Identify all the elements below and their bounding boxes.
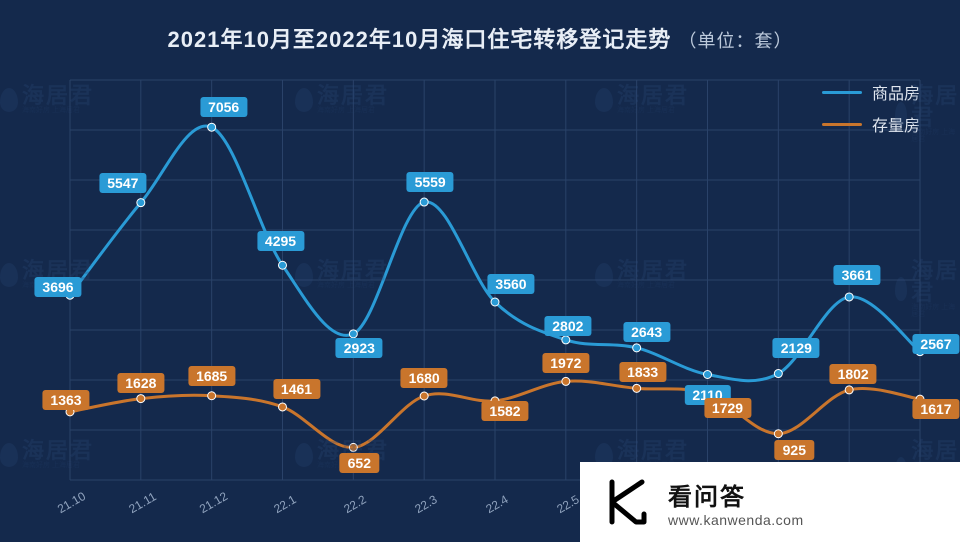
data-point — [633, 344, 641, 352]
data-label: 1628 — [117, 373, 164, 393]
footer-brand: 看问答 — [668, 477, 804, 512]
data-label: 1461 — [273, 379, 320, 399]
data-label: 1363 — [42, 390, 89, 410]
data-label: 652 — [340, 453, 379, 473]
data-point — [137, 395, 145, 403]
legend-swatch-blue — [822, 91, 862, 94]
data-label: 2129 — [773, 338, 820, 358]
data-point — [349, 443, 357, 451]
data-point — [845, 386, 853, 394]
data-point — [279, 261, 287, 269]
data-point — [845, 293, 853, 301]
legend-item: 存量房 — [822, 112, 920, 136]
data-point — [279, 403, 287, 411]
data-point — [208, 123, 216, 131]
kanwenda-logo-icon — [604, 478, 652, 526]
data-point — [562, 377, 570, 385]
data-label: 2802 — [544, 316, 591, 336]
footer-url: www.kanwenda.com — [668, 512, 804, 528]
legend-item: 商品房 — [822, 80, 920, 104]
data-label: 925 — [775, 440, 814, 460]
data-label: 1685 — [188, 366, 235, 386]
footer-panel: 看问答 www.kanwenda.com — [580, 462, 960, 542]
data-label: 1617 — [912, 399, 959, 419]
data-point — [774, 430, 782, 438]
data-point — [349, 330, 357, 338]
data-point — [420, 198, 428, 206]
data-label: 2923 — [336, 338, 383, 358]
legend-swatch-orange — [822, 123, 862, 126]
data-label: 1680 — [401, 368, 448, 388]
data-point — [137, 199, 145, 207]
data-label: 1582 — [481, 401, 528, 421]
data-label: 5547 — [99, 173, 146, 193]
data-label: 3661 — [834, 265, 881, 285]
data-point — [774, 370, 782, 378]
title-unit: （单位：套） — [678, 31, 792, 51]
data-point — [420, 392, 428, 400]
legend-label: 存量房 — [872, 112, 920, 136]
data-label: 1972 — [542, 353, 589, 373]
data-label: 3560 — [487, 274, 534, 294]
data-point — [562, 336, 570, 344]
data-label: 2643 — [623, 322, 670, 342]
data-label: 7056 — [200, 97, 247, 117]
data-point — [633, 384, 641, 392]
legend-label: 商品房 — [872, 80, 920, 104]
data-label: 3696 — [34, 277, 81, 297]
data-point — [704, 371, 712, 379]
data-label: 4295 — [257, 231, 304, 251]
legend: 商品房 存量房 — [822, 80, 920, 144]
data-label: 1729 — [704, 398, 751, 418]
data-label: 5559 — [407, 172, 454, 192]
data-point — [208, 392, 216, 400]
data-label: 2567 — [912, 334, 959, 354]
data-label: 1833 — [619, 362, 666, 382]
data-label: 1802 — [830, 364, 877, 384]
data-point — [491, 298, 499, 306]
title-main: 2021年10月至2022年10月海口住宅转移登记走势 — [168, 27, 672, 52]
chart-title: 2021年10月至2022年10月海口住宅转移登记走势 （单位：套） — [0, 22, 960, 54]
